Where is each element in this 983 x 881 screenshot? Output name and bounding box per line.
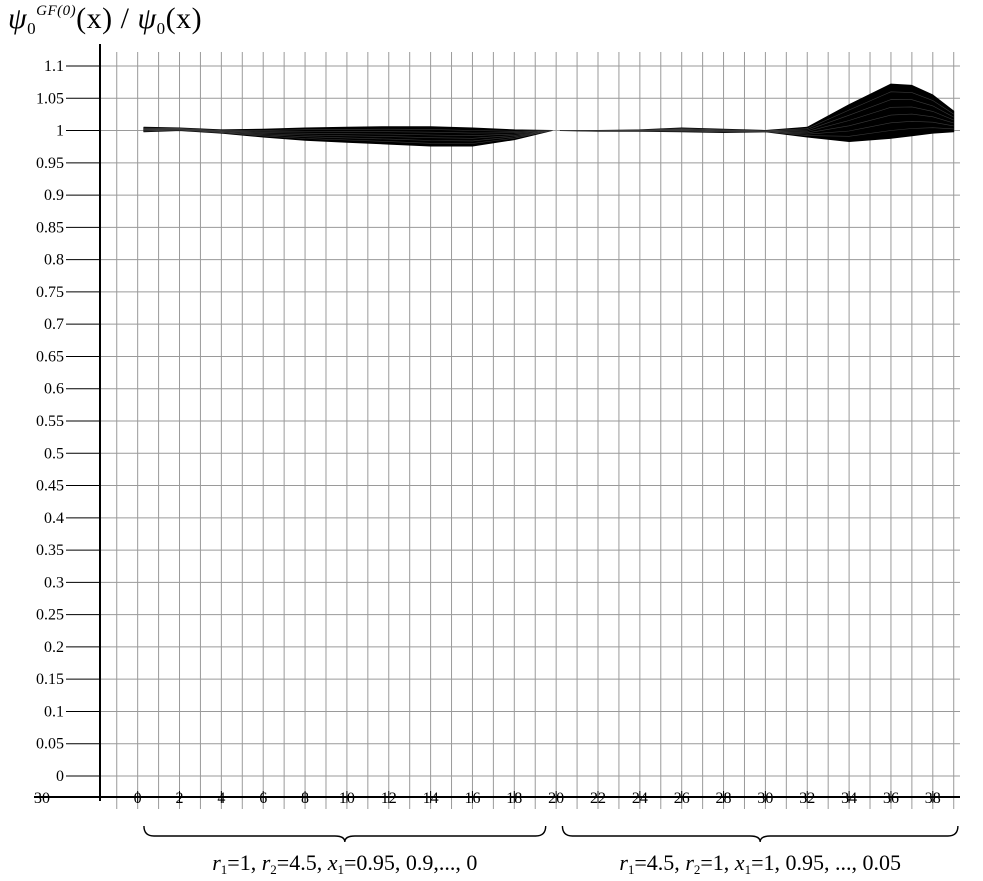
- y-tick-label: 0.1: [44, 703, 64, 720]
- x-tick-label: 24: [632, 790, 648, 807]
- data-curve: [560, 91, 954, 132]
- data-curve: [143, 128, 553, 134]
- grid-lines: [100, 52, 960, 809]
- data-curve: [143, 129, 553, 144]
- x-tick-label: 8: [301, 790, 309, 807]
- x-tick-label: 22: [590, 790, 606, 807]
- x-tick-label: 36: [883, 790, 899, 807]
- data-curve: [143, 129, 553, 139]
- data-bands: [143, 83, 955, 147]
- y-tick-label: 0.2: [44, 639, 64, 656]
- y-tick-label: 1.05: [36, 90, 64, 107]
- y-tick-label: 0.15: [36, 671, 64, 688]
- x-tick-label: 28: [716, 790, 732, 807]
- y-tick-label: 0.95: [36, 155, 64, 172]
- y-tick-label: 0.5: [44, 445, 64, 462]
- x-tick-label: 14: [423, 790, 439, 807]
- x-tick-label: 10: [339, 790, 355, 807]
- x-tick-label: 30: [757, 790, 773, 807]
- y-tick-label: 0.8: [44, 252, 64, 269]
- x-tick-label: 32: [799, 790, 815, 807]
- y-tick-label: 0.85: [36, 219, 64, 236]
- group-brace-1: [561, 825, 959, 843]
- y-tick-label: 0.9: [44, 187, 64, 204]
- axes: [34, 44, 960, 803]
- group-brace-0: [143, 825, 547, 843]
- y-tick-label: 1: [56, 123, 64, 140]
- x-tick-label: 38: [925, 790, 941, 807]
- x-tick-label: 16: [464, 790, 480, 807]
- group-braces: [143, 825, 959, 843]
- y-tick-label: 0.05: [36, 736, 64, 753]
- x-tick-label: 12: [381, 790, 397, 807]
- data-curve: [143, 129, 553, 142]
- y-tick-labels: 0 0.05 0.1 0.15 0.2 0.25 0.3 0.35 0.4 0.45 0.5 0.55…: [36, 58, 64, 785]
- y-tick-label: 0.6: [44, 381, 64, 398]
- x-tick-label: 26: [674, 790, 690, 807]
- y-axis-label: ψ0GF(0)(x) / ψ0(x): [8, 2, 203, 38]
- y-tick-label: 0.75: [36, 284, 64, 301]
- x-tick-label: 0: [134, 790, 142, 807]
- y-tick-label: 0.45: [36, 478, 64, 495]
- x-tick-label: 20: [548, 790, 564, 807]
- x-origin-label: 30: [34, 790, 50, 807]
- x-tick-label: 6: [259, 790, 267, 807]
- group-label-right: r1=4.5, r2=1, x1=1, 0.95, ..., 0.05: [619, 850, 901, 877]
- group-label-left: r1=1, r2=4.5, x1=0.95, 0.9,..., 0: [212, 850, 478, 877]
- y-tick-label: 0.65: [36, 348, 64, 365]
- data-curve: [143, 128, 553, 137]
- y-tick-label: 0.25: [36, 607, 64, 624]
- y-tick-label: 1.1: [44, 58, 64, 75]
- x-tick-label: 2: [176, 790, 184, 807]
- y-tick-label: 0.35: [36, 542, 64, 559]
- y-tick-label: 0.55: [36, 413, 64, 430]
- y-tick-label: 0: [56, 768, 64, 785]
- y-tick-label: 0.3: [44, 574, 64, 591]
- y-tick-label: 0.4: [44, 510, 64, 527]
- x-tick-label: 4: [217, 790, 225, 807]
- x-tick-label: 18: [506, 790, 522, 807]
- data-band-0: [143, 126, 553, 147]
- y-tick-label: 0.7: [44, 316, 64, 333]
- x-tick-label: 34: [841, 790, 857, 807]
- data-band-1: [559, 83, 955, 142]
- data-curve: [143, 127, 553, 132]
